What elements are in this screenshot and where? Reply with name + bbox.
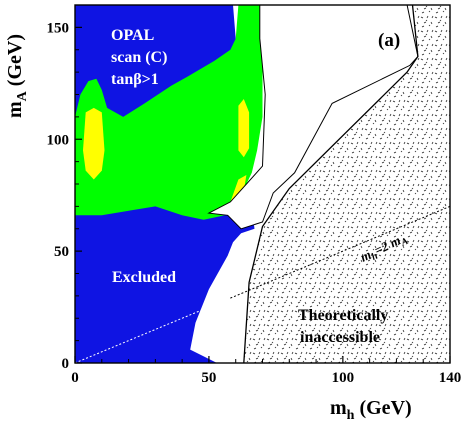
region-green	[75, 5, 263, 220]
scan-line-2: scan (C)	[111, 49, 167, 66]
y-axis-sub: A	[15, 90, 30, 101]
x-tick-label: 0	[71, 370, 79, 386]
region-yellow-wedge	[230, 175, 247, 202]
y-tick-label: 150	[47, 20, 70, 36]
scan-line-3: tanβ>1	[111, 71, 159, 88]
region-allowed	[208, 5, 418, 229]
x-tick-label: 50	[201, 370, 216, 386]
y-axis-title: mA (GeV)	[4, 34, 30, 118]
relation-sub-h: h	[370, 250, 380, 263]
x-ticks: 0 50 100 140	[71, 356, 461, 386]
boundary-layer	[207, 5, 419, 363]
scan-line-1: OPAL	[111, 27, 154, 44]
x-axis-sub: h	[347, 408, 355, 423]
panel-label: (a)	[378, 30, 400, 51]
x-axis-unit: (GeV)	[354, 397, 411, 419]
theory-line-2: inaccessible	[300, 329, 380, 346]
allowed-boundary	[207, 5, 419, 230]
theory-annotation: Theoretically inaccessible	[298, 307, 388, 346]
x-tick-label: 100	[332, 370, 355, 386]
y-tick-label: 100	[47, 132, 70, 148]
theory-line-1: Theoretically	[298, 307, 388, 324]
x-axis-main: m	[330, 397, 347, 419]
region-yellow-right	[238, 99, 250, 158]
reference-line-layer	[75, 205, 450, 363]
excluded-label: Excluded	[112, 269, 176, 286]
regions-layer	[75, 5, 450, 363]
scan-annotation: OPAL scan (C) tanβ>1	[111, 27, 167, 88]
y-axis-unit: (GeV)	[4, 34, 26, 91]
region-inaccessible	[243, 5, 450, 363]
x-axis-title: mh (GeV)	[330, 397, 412, 423]
y-tick-label: 0	[62, 356, 70, 372]
mh-equals-2mA-segment-1	[75, 297, 231, 363]
region-yellow-left	[83, 107, 105, 180]
y-axis-main: m	[4, 101, 26, 118]
x-tick-label: 140	[439, 370, 462, 386]
y-ticks: 0 50 100 150	[47, 20, 82, 372]
y-tick-label: 50	[54, 244, 69, 260]
